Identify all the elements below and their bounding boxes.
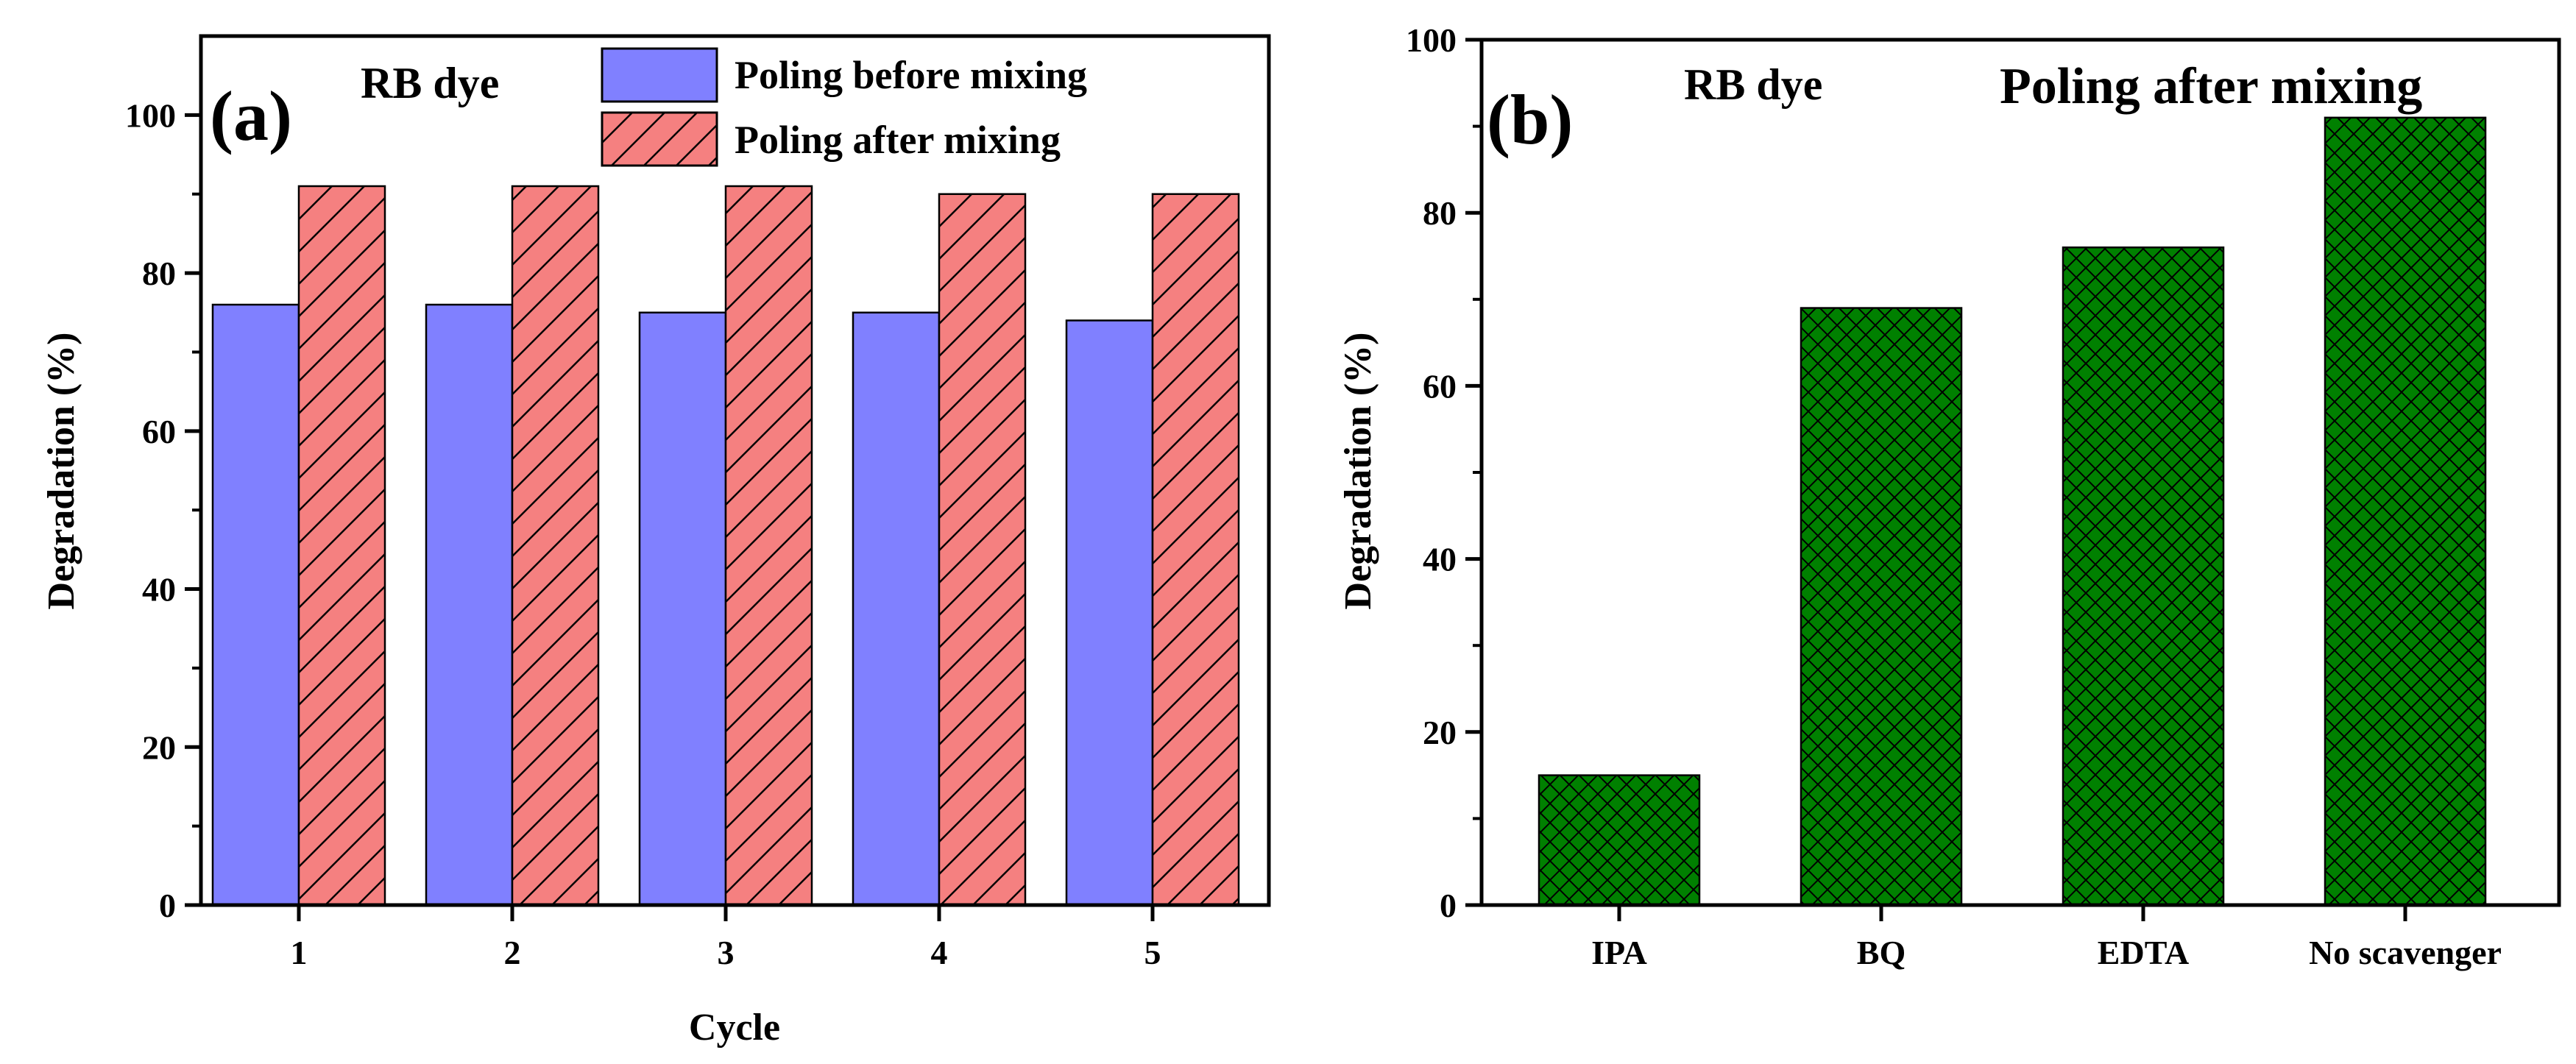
bar-a-before-cycle-3: [638, 311, 727, 907]
y-tick-label: 60: [142, 413, 176, 450]
panel-a-axes: 1 2 3 4 5 0 20 40 60 80 100: [125, 96, 1161, 971]
panel-b: IPA BQ EDTA No scavenger 0 20 40 60 80 100 (b) RB…: [1337, 21, 2561, 971]
bar-b-no-scavenger: [2324, 116, 2487, 907]
panel-a-frame: [199, 34, 1271, 907]
y-tick-label: 100: [125, 96, 176, 134]
y-tick-label: 40: [1423, 541, 1457, 578]
panel-a-xlabel: Cycle: [689, 1007, 780, 1049]
x-tick-label: 5: [1144, 934, 1161, 971]
bar-a-after-cycle-2: [511, 185, 600, 907]
y-tick-label: 60: [1423, 367, 1457, 405]
panel-b-bars: [1538, 116, 2487, 907]
bar-a-after-cycle-4: [938, 193, 1027, 907]
x-tick-label: IPA: [1591, 934, 1647, 971]
panel-a-annotation: RB dye: [361, 59, 499, 107]
panel-a-label: (a): [210, 77, 292, 155]
y-tick-label: 0: [1440, 887, 1457, 924]
x-tick-label: 2: [504, 934, 521, 971]
panel-a-bars: [211, 185, 1240, 907]
panel-b-ylabel: Degradation (%): [1337, 333, 1379, 610]
y-tick-label: 20: [142, 728, 176, 766]
panel-b-axes: IPA BQ EDTA No scavenger 0 20 40 60 80 100: [1406, 21, 2502, 971]
y-tick-label: 80: [142, 255, 176, 292]
bar-b-bq: [1800, 307, 1963, 907]
panel-a: 1 2 3 4 5 0 20 40 60 80 100 (a) RB dye Poling befo…: [40, 34, 1271, 1049]
bar-a-before-cycle-1: [211, 303, 300, 907]
x-tick-label: 4: [931, 934, 948, 971]
bar-a-after-cycle-1: [297, 185, 386, 907]
x-tick-label: 3: [718, 934, 735, 971]
bar-b-edta: [2062, 246, 2225, 907]
panel-b-annotation-dye: RB dye: [1684, 60, 1822, 109]
bar-a-after-cycle-5: [1151, 193, 1240, 907]
legend-label-after: Poling after mixing: [735, 118, 1061, 162]
x-tick-label: BQ: [1857, 934, 1906, 971]
bar-a-before-cycle-2: [425, 303, 514, 907]
legend-swatch-before: [601, 47, 718, 103]
panel-b-annotation-poling: Poling after mixing: [2000, 58, 2422, 115]
x-tick-label: EDTA: [2098, 934, 2189, 971]
x-tick-label: No scavenger: [2309, 934, 2502, 971]
panel-a-ylabel: Degradation (%): [40, 333, 82, 610]
bar-a-after-cycle-3: [724, 185, 813, 907]
y-tick-label: 20: [1423, 714, 1457, 751]
y-tick-label: 40: [142, 571, 176, 609]
legend-swatch-after: [601, 111, 718, 167]
x-tick-label: 1: [291, 934, 308, 971]
y-tick-label: 0: [159, 887, 176, 924]
y-tick-label: 80: [1423, 194, 1457, 232]
bar-b-ipa: [1538, 774, 1701, 907]
panel-b-label: (b): [1487, 80, 1573, 159]
legend-label-before: Poling before mixing: [735, 53, 1087, 97]
y-tick-label: 100: [1406, 21, 1457, 59]
legend-a: Poling before mixing Poling after mixing: [601, 47, 1087, 167]
bar-a-before-cycle-5: [1065, 319, 1154, 907]
bar-a-before-cycle-4: [852, 311, 941, 907]
